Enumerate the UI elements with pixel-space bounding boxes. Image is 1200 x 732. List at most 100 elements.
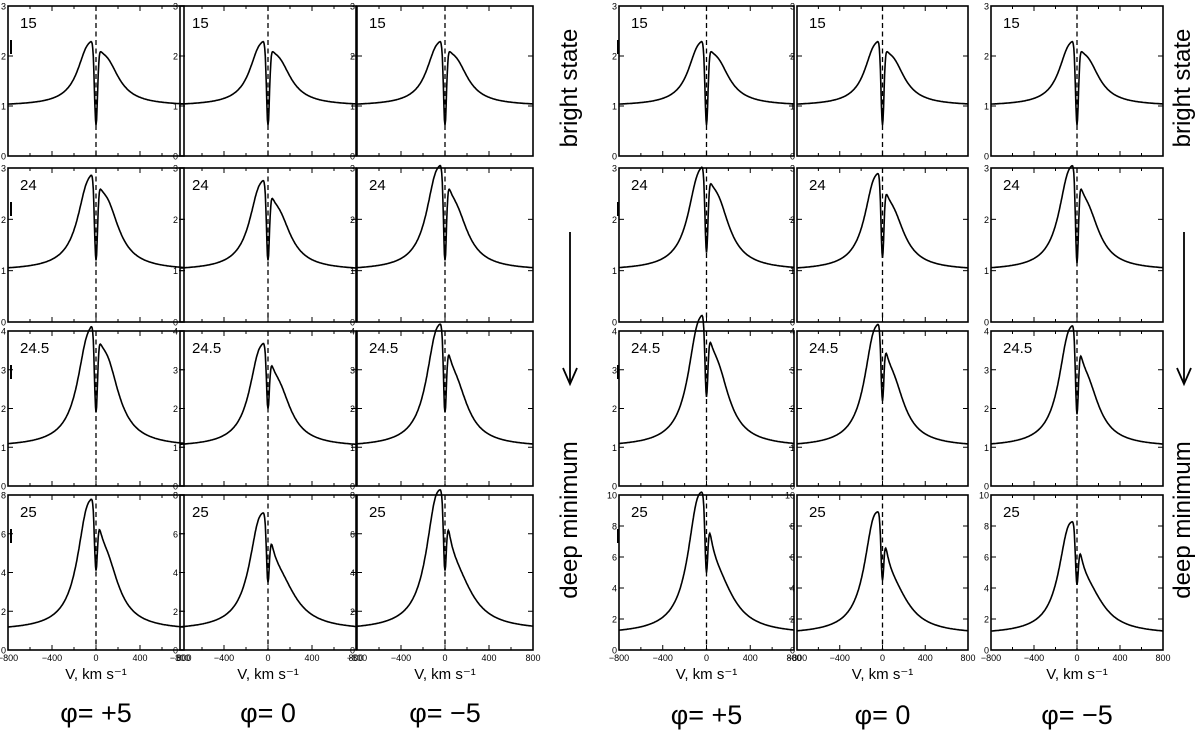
phase-label: φ= −5 (1041, 700, 1113, 730)
y-tick-label: 3 (1, 365, 6, 375)
x-tick-label: 400 (743, 653, 758, 663)
panel-label: 24 (631, 177, 648, 194)
y-tick-label: 4 (350, 568, 355, 578)
trend-arrow-head (1176, 367, 1192, 387)
x-tick-label: 800 (176, 653, 191, 663)
y-tick-label: 2 (350, 607, 355, 617)
panel-label: 25 (809, 504, 826, 521)
y-tick-label: 0 (1, 646, 6, 656)
y-tick-label: 2 (173, 215, 178, 225)
y-tick-label: 0 (1, 482, 6, 492)
y-tick-label: 0 (790, 646, 795, 656)
line-profile (7, 40, 184, 126)
x-tick-label: 400 (132, 653, 147, 663)
y-tick-label: 0 (350, 318, 355, 328)
y-tick-label: 1 (984, 443, 989, 453)
y-tick-label: 0 (173, 318, 178, 328)
y-tick-label: 0 (612, 318, 617, 328)
panel-label: 15 (1003, 15, 1020, 32)
x-tick-label: −800 (787, 653, 807, 663)
y-tick-label: 2 (984, 615, 989, 625)
side-label-bright-state: bright state (556, 29, 583, 148)
y-tick-label: 2 (612, 215, 617, 225)
y-tick-label: 2 (984, 52, 989, 62)
panel-label: 24 (809, 177, 826, 194)
line-profile (990, 40, 1163, 126)
y-tick-label: 2 (173, 607, 178, 617)
y-tick-label: 3 (984, 2, 989, 12)
y-tick-label: 3 (612, 164, 617, 174)
y-tick-label: 2 (1, 215, 6, 225)
x-tick-label: −800 (0, 653, 18, 663)
y-tick-label: 3 (1, 164, 6, 174)
y-tick-label: 1 (173, 443, 178, 453)
y-tick-label: 8 (984, 522, 989, 532)
x-tick-label: 0 (265, 653, 270, 663)
line-profile (990, 324, 1163, 445)
panel-label: 24.5 (631, 340, 660, 357)
x-tick-label: 0 (704, 653, 709, 663)
panel-label: 15 (631, 15, 648, 32)
panel-label: 25 (631, 504, 648, 521)
panel-label: 25 (192, 504, 209, 521)
x-tick-label: 800 (786, 653, 801, 663)
y-tick-label: 0 (1, 152, 6, 162)
panel-label: 25 (1003, 504, 1020, 521)
y-tick-label: 6 (790, 553, 795, 563)
line-profile (8, 325, 185, 445)
y-tick-label: 3 (1, 2, 6, 12)
line-profile (991, 520, 1163, 632)
y-tick-label: 3 (790, 365, 795, 375)
line-profile (796, 40, 968, 126)
y-tick-label: 2 (790, 215, 795, 225)
y-tick-label: 0 (612, 482, 617, 492)
x-tick-label: −400 (1024, 653, 1044, 663)
y-tick-label: 1 (1, 102, 6, 112)
panel-label: 15 (192, 15, 209, 32)
line-profile (7, 174, 184, 269)
x-tick-label: −800 (981, 653, 1001, 663)
y-tick-label: 8 (612, 522, 617, 532)
y-tick-label: 6 (350, 529, 355, 539)
y-tick-label: 2 (173, 404, 178, 414)
y-tick-label: 1 (173, 266, 178, 276)
line-profile (180, 179, 357, 269)
plot-area: 0123150123150123150123240123240123240123… (0, 2, 1171, 684)
phase-label: φ= +5 (671, 700, 743, 730)
panel-label: 24.5 (369, 340, 398, 357)
x-tick-label: 400 (481, 653, 496, 663)
y-tick-label: 3 (984, 164, 989, 174)
y-tick-label: 0 (173, 152, 178, 162)
x-axis-label: V, km s⁻¹ (414, 666, 476, 683)
y-tick-label: 8 (173, 491, 178, 501)
y-tick-label: 3 (350, 365, 355, 375)
y-tick-label: 4 (1, 568, 6, 578)
y-tick-label: 0 (984, 318, 989, 328)
x-tick-label: 800 (525, 653, 540, 663)
y-tick-label: 2 (350, 215, 355, 225)
y-tick-label: 2 (984, 404, 989, 414)
phase-label: φ= +5 (60, 698, 132, 728)
line-profile (7, 498, 184, 628)
x-tick-label: 0 (442, 653, 447, 663)
x-tick-label: 800 (348, 653, 363, 663)
panel-label: 25 (20, 504, 37, 521)
y-tick-label: 4 (173, 568, 178, 578)
x-tick-label: 0 (1074, 653, 1079, 663)
line-profile (990, 164, 1164, 269)
y-tick-label: 0 (612, 646, 617, 656)
y-tick-label: 4 (173, 327, 178, 337)
y-tick-label: 10 (607, 491, 617, 501)
side-label-bright-state: bright state (1169, 29, 1196, 148)
y-tick-label: 0 (984, 152, 989, 162)
y-tick-label: 1 (790, 443, 795, 453)
y-tick-label: 6 (173, 529, 178, 539)
y-tick-label: 0 (790, 482, 795, 492)
y-tick-label: 3 (350, 164, 355, 174)
x-axis-label: V, km s⁻¹ (65, 666, 127, 683)
y-tick-label: 2 (350, 52, 355, 62)
side-label-deep-minimum: deep minimum (1169, 441, 1196, 598)
x-tick-label: 0 (93, 653, 98, 663)
x-tick-label: 800 (960, 653, 975, 663)
y-tick-label: 2 (790, 615, 795, 625)
